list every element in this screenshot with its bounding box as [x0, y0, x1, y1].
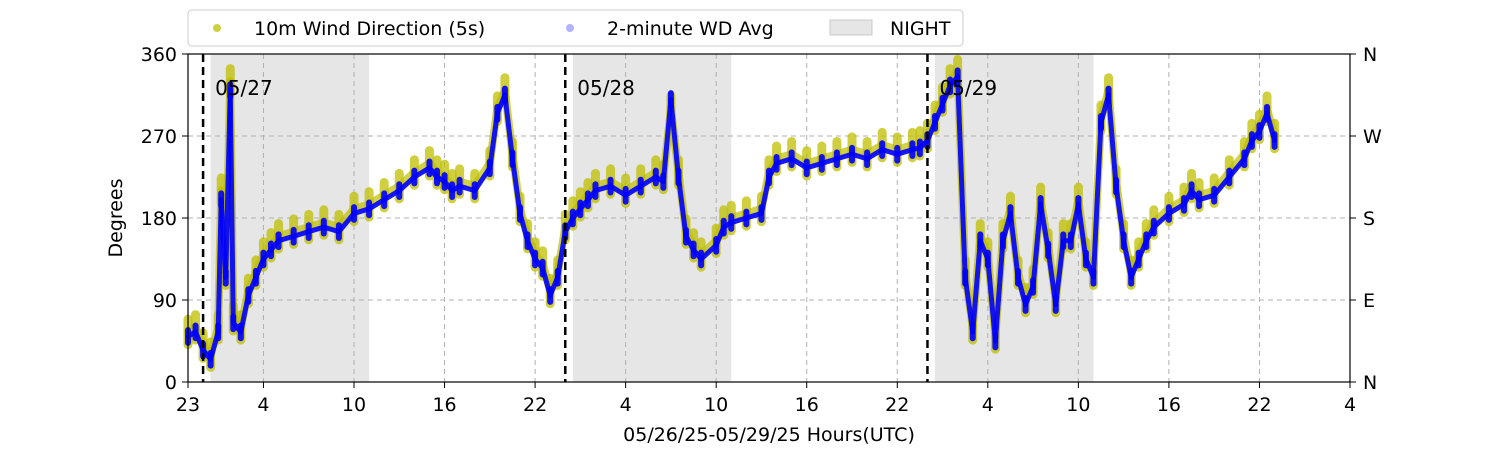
legend-box	[187, 9, 964, 47]
right-tick-label: W	[1363, 126, 1382, 148]
x-tick-label: 10	[704, 394, 728, 416]
y-tick-label: 270	[141, 126, 177, 148]
day-markers: 05/27 05/28 05/29	[201, 54, 997, 382]
x-tick-label: 22	[885, 394, 909, 416]
right-tick-label: S	[1363, 208, 1375, 230]
wd-avg-segment	[1090, 119, 1104, 280]
legend-marker-wd-avg	[566, 24, 574, 32]
wd-avg-segment	[1053, 238, 1066, 308]
x-axis-label: 05/26/25-05/29/25 Hours(UTC)	[623, 424, 915, 446]
wd-avg-segment	[487, 110, 500, 171]
wd-avg-segment	[1030, 201, 1044, 289]
y-tick-label: 180	[141, 208, 177, 230]
grid-lines	[188, 54, 1350, 382]
x-tick-label: 4	[1344, 394, 1356, 416]
wd-avg-segment	[668, 97, 681, 180]
x-tick-label: 4	[257, 394, 269, 416]
wd-avg-segment	[660, 97, 674, 185]
wd-avg-segment	[675, 174, 689, 239]
series-wd-avg	[185, 67, 1278, 369]
x-tick-label: 4	[620, 394, 632, 416]
day-marker-label: 05/29	[939, 76, 997, 100]
y-axis-label: Degrees	[105, 178, 127, 257]
x-tick-label: 4	[982, 394, 994, 416]
wd-avg-segment	[1075, 201, 1089, 262]
right-tick-label: E	[1363, 290, 1375, 312]
x-tick-label: 22	[523, 394, 547, 416]
legend-label-wind-direction: 10m Wind Direction (5s)	[254, 18, 485, 40]
legend-label-wd-avg: 2-minute WD Avg	[607, 18, 774, 40]
wd-avg-segment	[1113, 183, 1127, 244]
y-tick-label: 90	[153, 290, 177, 312]
right-tick-label: N	[1363, 372, 1377, 394]
wd-avg-segment	[1007, 210, 1021, 280]
x-tick-label: 16	[795, 394, 819, 416]
legend: 10m Wind Direction (5s) 2-minute WD Avg …	[187, 9, 964, 47]
legend-label-night: NIGHT	[890, 18, 951, 40]
right-tick-label: N	[1363, 44, 1377, 66]
x-tick-label: 10	[1066, 394, 1090, 416]
wd-avg-segment	[502, 92, 515, 162]
y-tick-label: 0	[165, 372, 177, 394]
axes: 23 4 10 16 22 4 10 16 22 4 10 16 22 4 0 90 180 270 360 N E S W…	[141, 44, 1382, 416]
wd-avg-segment	[992, 238, 1006, 344]
legend-marker-night	[829, 19, 873, 36]
day-marker-label: 05/28	[577, 76, 635, 100]
x-tick-label: 10	[342, 394, 366, 416]
legend-marker-wind-direction	[213, 24, 221, 32]
wd-avg-segment	[955, 74, 968, 280]
wd-avg-segment	[1106, 92, 1119, 189]
wd-avg-segment	[227, 87, 236, 326]
x-tick-label: 16	[1157, 394, 1181, 416]
y-tick-label: 360	[141, 44, 177, 66]
x-tick-label: 16	[432, 394, 456, 416]
x-tick-label: 22	[1247, 394, 1271, 416]
data-series	[183, 54, 1280, 372]
day-marker-label: 05/27	[215, 76, 273, 100]
wd-avg-segment	[970, 238, 983, 335]
wd-avg-segment	[509, 156, 523, 216]
x-tick-label: 23	[176, 394, 200, 416]
